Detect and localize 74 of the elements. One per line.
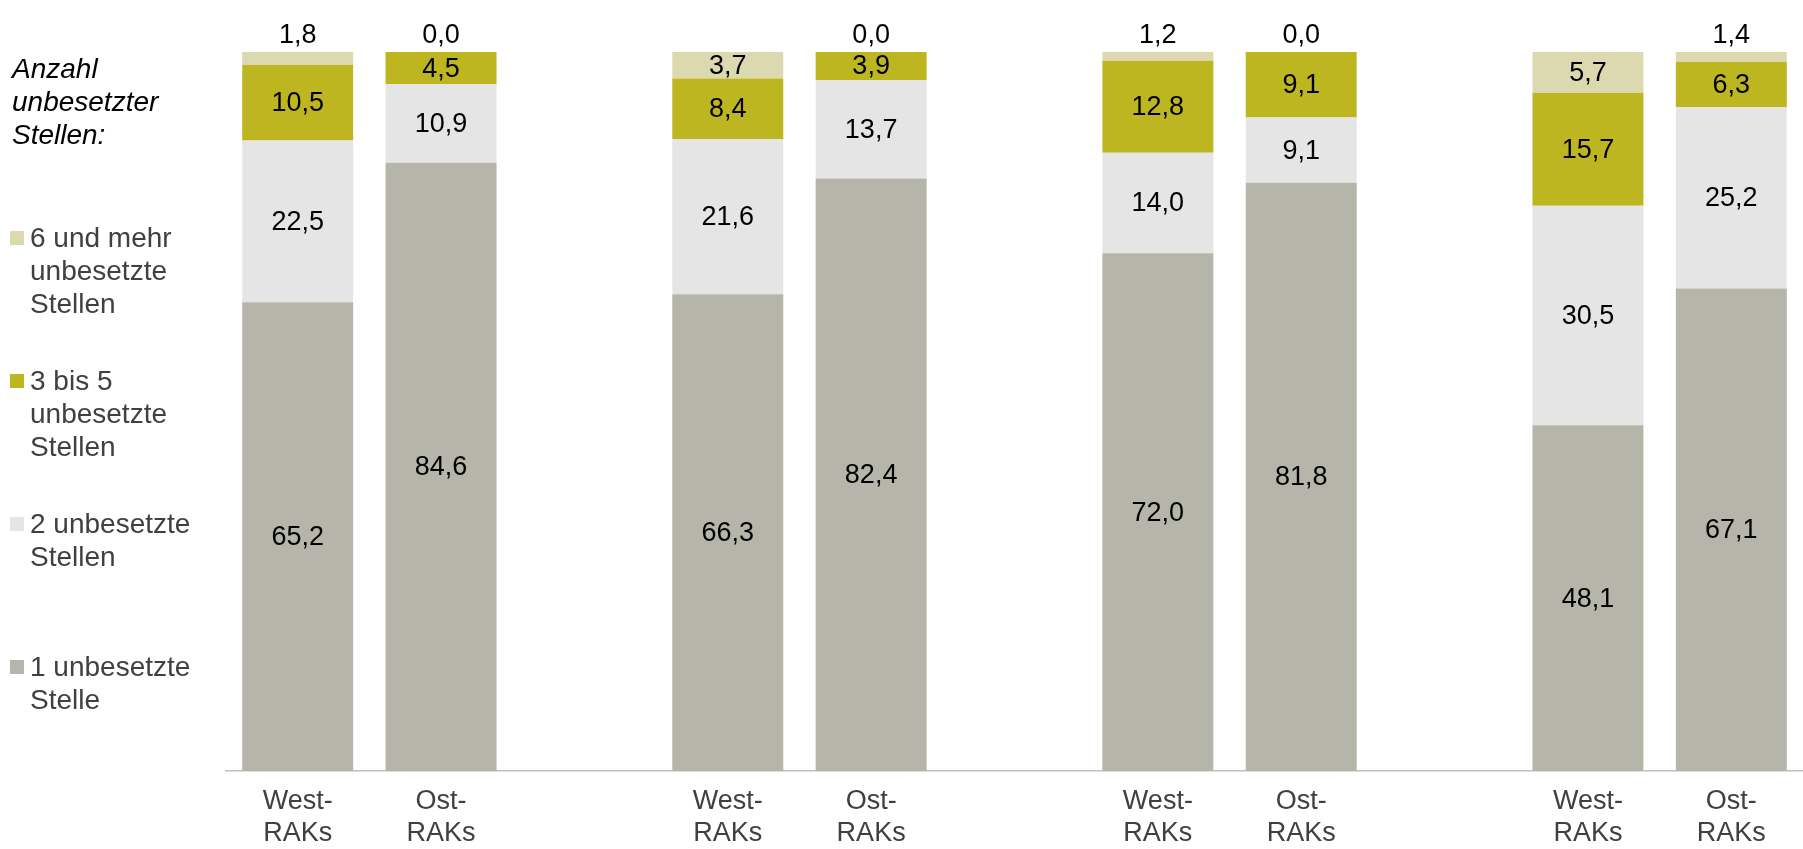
x-tick-label: Ost-RAKs: [836, 784, 906, 848]
bar: [242, 64, 354, 141]
bar: [672, 294, 784, 771]
data-label: 65,2: [271, 521, 324, 552]
bar: [1245, 117, 1357, 183]
bar: [242, 52, 354, 65]
x-tick-label: Ost-RAKs: [406, 784, 476, 848]
bar: [815, 80, 927, 179]
data-label: 82,4: [844, 459, 898, 490]
bar: [672, 78, 784, 139]
legend-label: 6 und mehr unbesetzte Stellen: [30, 220, 173, 320]
bar: [1532, 425, 1644, 771]
x-tick-label: West-RAKs: [1552, 784, 1623, 848]
bar: [1675, 288, 1787, 771]
bar: [1102, 152, 1214, 254]
data-label: 81,8: [1274, 461, 1328, 492]
data-label: 66,3: [701, 517, 755, 548]
bar: [1102, 253, 1214, 771]
x-tick-label: West-RAKs: [692, 784, 763, 848]
data-label: 22,5: [271, 205, 324, 236]
data-label: 21,6: [701, 201, 755, 232]
data-label: 1,2: [1139, 18, 1177, 49]
data-label: 1,4: [1712, 18, 1751, 49]
bar: [672, 139, 784, 295]
data-label: 84,6: [414, 451, 468, 482]
bar: [242, 302, 354, 771]
data-label: 4,5: [422, 52, 460, 83]
bar: [385, 52, 497, 85]
data-label: 48,1: [1561, 582, 1615, 613]
data-label: 3,9: [852, 50, 890, 81]
legend-label: 1 unbesetzte Stelle: [30, 650, 192, 717]
data-label: 10,9: [414, 107, 468, 138]
bar: [1245, 182, 1357, 771]
data-label: 12,8: [1131, 91, 1185, 122]
bar: [242, 140, 354, 303]
legend-label: 2 unbesetzte Stellen: [30, 507, 192, 574]
data-label: 3,7: [709, 49, 747, 80]
data-label: 9,1: [1282, 134, 1320, 165]
bar: [385, 84, 497, 163]
bar: [1532, 205, 1644, 426]
data-label: 9,1: [1282, 69, 1320, 100]
data-label: 72,0: [1131, 496, 1185, 527]
data-label: 0,0: [852, 18, 890, 49]
legend-title: Anzahl unbesetzter Stellen:: [12, 52, 161, 151]
bar: [1532, 92, 1644, 206]
data-label: 25,2: [1705, 182, 1758, 213]
bar: [672, 52, 784, 79]
bar: [385, 162, 497, 771]
data-label: 13,7: [844, 113, 898, 144]
data-label: 6,3: [1712, 69, 1751, 100]
x-tick-label: West-RAKs: [1122, 784, 1193, 848]
bar: [1532, 52, 1644, 93]
bar: [1675, 62, 1787, 108]
bar: [1102, 52, 1214, 61]
x-tick-label: Ost-RAKs: [1266, 784, 1336, 848]
bar: [1102, 60, 1214, 153]
bar: [1675, 52, 1787, 63]
data-label: 0,0: [1282, 18, 1320, 49]
data-label: 30,5: [1561, 299, 1615, 330]
x-tick-label: West-RAKs: [262, 784, 333, 848]
data-label: 5,7: [1569, 56, 1607, 87]
data-label: 1,8: [278, 18, 317, 49]
bar: [815, 52, 927, 81]
data-label: 0,0: [422, 18, 460, 49]
data-label: 15,7: [1561, 133, 1615, 164]
bar: [1245, 52, 1357, 118]
x-tick-label: Ost-RAKs: [1696, 784, 1766, 848]
data-label: 14,0: [1131, 187, 1185, 218]
data-label: 67,1: [1705, 514, 1758, 545]
data-label: 10,5: [271, 87, 324, 118]
data-label: 8,4: [709, 93, 747, 124]
bar: [815, 178, 927, 771]
bar: [1675, 107, 1787, 289]
legend-label: 3 bis 5 unbesetzte Stellen: [30, 363, 168, 463]
